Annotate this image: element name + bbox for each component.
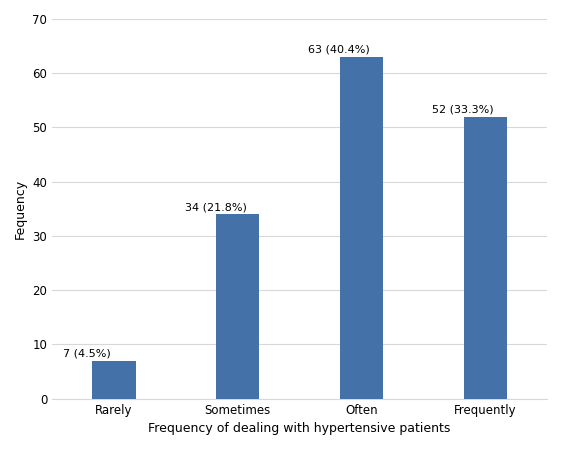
- Text: 63 (40.4%): 63 (40.4%): [309, 45, 370, 55]
- Text: 34 (21.8%): 34 (21.8%): [185, 202, 246, 212]
- Text: 7 (4.5%): 7 (4.5%): [63, 348, 111, 359]
- Bar: [216, 214, 259, 399]
- Bar: [463, 117, 507, 399]
- Bar: [93, 361, 136, 399]
- Bar: [340, 57, 383, 399]
- X-axis label: Frequency of dealing with hypertensive patients: Frequency of dealing with hypertensive p…: [149, 422, 451, 435]
- Y-axis label: Fequency: Fequency: [14, 179, 27, 239]
- Text: 52 (33.3%): 52 (33.3%): [432, 104, 494, 114]
